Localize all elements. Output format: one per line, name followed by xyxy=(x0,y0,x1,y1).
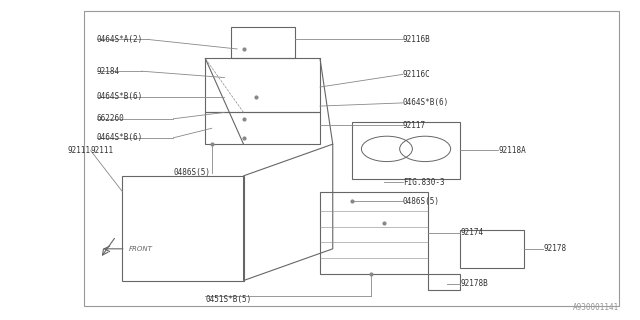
Text: FRONT: FRONT xyxy=(129,246,153,252)
Text: 662260: 662260 xyxy=(97,114,125,123)
Text: 0464S*B(6): 0464S*B(6) xyxy=(97,133,143,142)
Bar xyxy=(84,11,620,306)
Text: 0486S(5): 0486S(5) xyxy=(403,197,440,206)
Text: 92111: 92111 xyxy=(91,146,114,155)
Text: A930001141: A930001141 xyxy=(573,303,620,312)
Text: 0464S*A(2): 0464S*A(2) xyxy=(97,35,143,44)
Text: FIG.830-3: FIG.830-3 xyxy=(403,178,444,187)
Text: 0464S*B(6): 0464S*B(6) xyxy=(403,99,449,108)
Text: 92116C: 92116C xyxy=(403,70,431,79)
Text: 92116B: 92116B xyxy=(403,35,431,44)
Text: 0451S*B(5): 0451S*B(5) xyxy=(205,295,252,304)
Text: 92178: 92178 xyxy=(543,244,566,253)
Text: 92111: 92111 xyxy=(67,146,91,155)
Text: 0486S(5): 0486S(5) xyxy=(173,168,211,177)
Text: 92117: 92117 xyxy=(403,121,426,130)
Text: 92174: 92174 xyxy=(460,228,483,237)
Text: 92178B: 92178B xyxy=(460,279,488,288)
Text: 92184: 92184 xyxy=(97,67,120,76)
Text: 0464S*B(6): 0464S*B(6) xyxy=(97,92,143,101)
Text: 92118A: 92118A xyxy=(499,146,526,155)
